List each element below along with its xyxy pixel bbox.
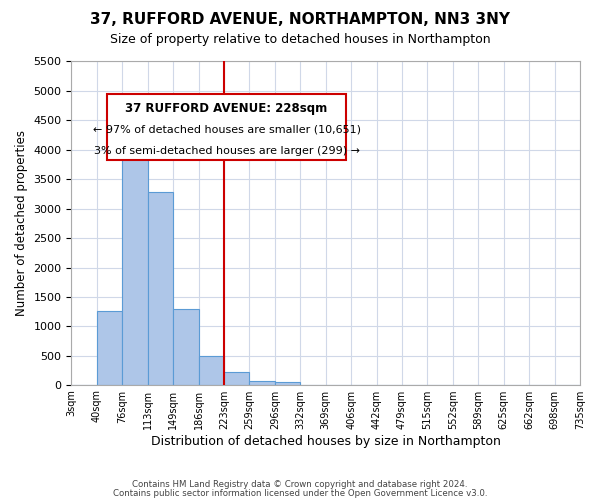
Text: 3% of semi-detached houses are larger (299) →: 3% of semi-detached houses are larger (2… <box>94 146 359 156</box>
Text: 37, RUFFORD AVENUE, NORTHAMPTON, NN3 3NY: 37, RUFFORD AVENUE, NORTHAMPTON, NN3 3NY <box>90 12 510 28</box>
Y-axis label: Number of detached properties: Number of detached properties <box>15 130 28 316</box>
Bar <box>275 382 300 386</box>
FancyBboxPatch shape <box>107 94 346 160</box>
Text: 37 RUFFORD AVENUE: 228sqm: 37 RUFFORD AVENUE: 228sqm <box>125 102 328 115</box>
Bar <box>97 310 122 386</box>
Text: Contains HM Land Registry data © Crown copyright and database right 2024.: Contains HM Land Registry data © Crown c… <box>132 480 468 489</box>
Text: ← 97% of detached houses are smaller (10,651): ← 97% of detached houses are smaller (10… <box>92 124 361 134</box>
Text: Size of property relative to detached houses in Northampton: Size of property relative to detached ho… <box>110 32 490 46</box>
Bar <box>148 192 173 386</box>
Bar <box>250 380 275 386</box>
Bar <box>199 356 224 386</box>
Bar <box>122 130 148 386</box>
X-axis label: Distribution of detached houses by size in Northampton: Distribution of detached houses by size … <box>151 434 500 448</box>
Bar <box>224 372 250 386</box>
Text: Contains public sector information licensed under the Open Government Licence v3: Contains public sector information licen… <box>113 488 487 498</box>
Bar <box>173 310 199 386</box>
